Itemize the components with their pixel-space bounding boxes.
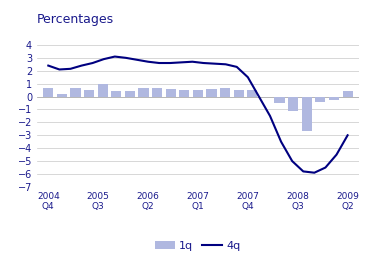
- Text: Percentages: Percentages: [37, 13, 114, 26]
- Bar: [288, 97, 298, 111]
- Bar: [315, 97, 326, 102]
- Bar: [206, 89, 217, 97]
- Bar: [57, 94, 67, 97]
- Bar: [138, 88, 149, 97]
- Bar: [247, 90, 258, 97]
- Bar: [275, 97, 285, 103]
- Bar: [43, 88, 53, 97]
- Bar: [111, 91, 121, 97]
- Legend: 1q, 4q: 1q, 4q: [151, 237, 245, 256]
- Bar: [179, 90, 189, 97]
- Bar: [98, 84, 108, 97]
- Bar: [84, 90, 94, 97]
- Bar: [343, 91, 353, 97]
- Bar: [152, 88, 162, 97]
- Bar: [70, 88, 81, 97]
- Bar: [302, 97, 312, 131]
- Bar: [166, 89, 176, 97]
- Bar: [234, 90, 244, 97]
- Bar: [125, 91, 135, 97]
- Bar: [193, 90, 203, 97]
- Bar: [329, 97, 339, 100]
- Bar: [220, 88, 230, 97]
